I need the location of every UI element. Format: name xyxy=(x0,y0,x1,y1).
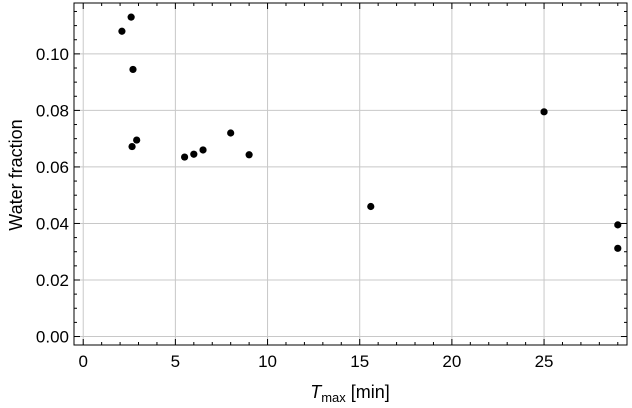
y-tick-labels: 0.00 0.02 0.04 0.06 0.08 0.10 xyxy=(36,45,69,347)
y-tick-label: 0.10 xyxy=(36,45,69,64)
x-axis-title: Tmax [min] xyxy=(310,382,390,405)
x-tick-label: 15 xyxy=(350,352,369,371)
data-point xyxy=(199,146,207,154)
data-point xyxy=(367,202,375,211)
y-tick-label: 0.02 xyxy=(36,271,69,290)
y-tick-label: 0.00 xyxy=(36,328,69,347)
y-tick-label: 0.08 xyxy=(36,101,69,120)
data-point xyxy=(540,108,548,116)
data-point xyxy=(245,151,253,159)
axis-ticks xyxy=(74,3,627,345)
data-points xyxy=(118,13,622,252)
x-axis-title-subscript: max xyxy=(321,390,346,405)
data-point xyxy=(127,13,135,21)
data-point xyxy=(227,129,235,137)
x-tick-label: 25 xyxy=(535,352,554,371)
x-axis-title-main: T xyxy=(310,382,323,402)
x-tick-label: 20 xyxy=(442,352,461,371)
data-point xyxy=(614,244,622,252)
data-point xyxy=(614,221,622,229)
data-point xyxy=(129,65,137,74)
plot-frame xyxy=(73,2,628,346)
x-tick-label: 0 xyxy=(78,352,87,371)
y-axis-title: Water fraction xyxy=(6,119,26,230)
x-tick-labels: 0 5 10 15 20 25 xyxy=(78,352,553,371)
grid-lines xyxy=(74,3,627,345)
data-point xyxy=(128,142,136,151)
x-tick-label: 10 xyxy=(258,352,277,371)
y-tick-label: 0.04 xyxy=(36,214,69,233)
x-tick-label: 5 xyxy=(171,352,180,371)
data-point xyxy=(118,27,126,35)
data-point xyxy=(181,153,189,161)
y-tick-label: 0.06 xyxy=(36,158,69,177)
data-point xyxy=(190,150,198,158)
data-point xyxy=(133,136,141,144)
x-axis-title-unit: [min] xyxy=(346,382,390,402)
